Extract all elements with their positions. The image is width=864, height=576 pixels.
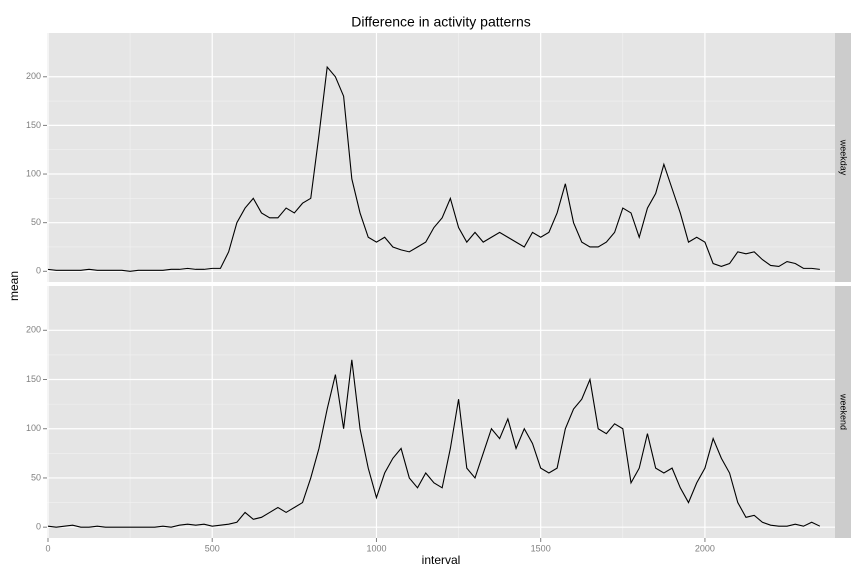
y-tick-label: 50 bbox=[31, 472, 41, 482]
y-tick-label: 50 bbox=[31, 217, 41, 227]
x-tick-label: 1000 bbox=[366, 543, 386, 553]
facet-strip bbox=[835, 286, 851, 538]
chart-title: Difference in activity patterns bbox=[351, 14, 531, 30]
y-tick-label: 100 bbox=[26, 168, 41, 178]
data-line bbox=[47, 359, 821, 528]
y-tick-label: 100 bbox=[26, 423, 41, 433]
y-axis-label: mean bbox=[7, 271, 21, 301]
y-tick-label: 0 bbox=[36, 522, 41, 532]
y-tick-label: 200 bbox=[26, 325, 41, 335]
x-tick-label: 2000 bbox=[695, 543, 715, 553]
x-tick-label: 500 bbox=[205, 543, 220, 553]
panel-background bbox=[47, 33, 835, 282]
y-tick-label: 200 bbox=[26, 71, 41, 81]
y-tick-label: 0 bbox=[36, 266, 41, 276]
data-line bbox=[47, 65, 820, 272]
facet-label: weekday bbox=[839, 139, 849, 176]
y-tick-label: 150 bbox=[26, 374, 41, 384]
y-tick-label: 150 bbox=[26, 120, 41, 130]
facet-strip bbox=[835, 33, 851, 282]
panel-background bbox=[47, 286, 835, 538]
x-tick-label: 1500 bbox=[531, 543, 551, 553]
facet-label: weekend bbox=[839, 393, 849, 430]
x-tick-label: 0 bbox=[45, 543, 50, 553]
x-axis-label: interval bbox=[422, 553, 461, 567]
